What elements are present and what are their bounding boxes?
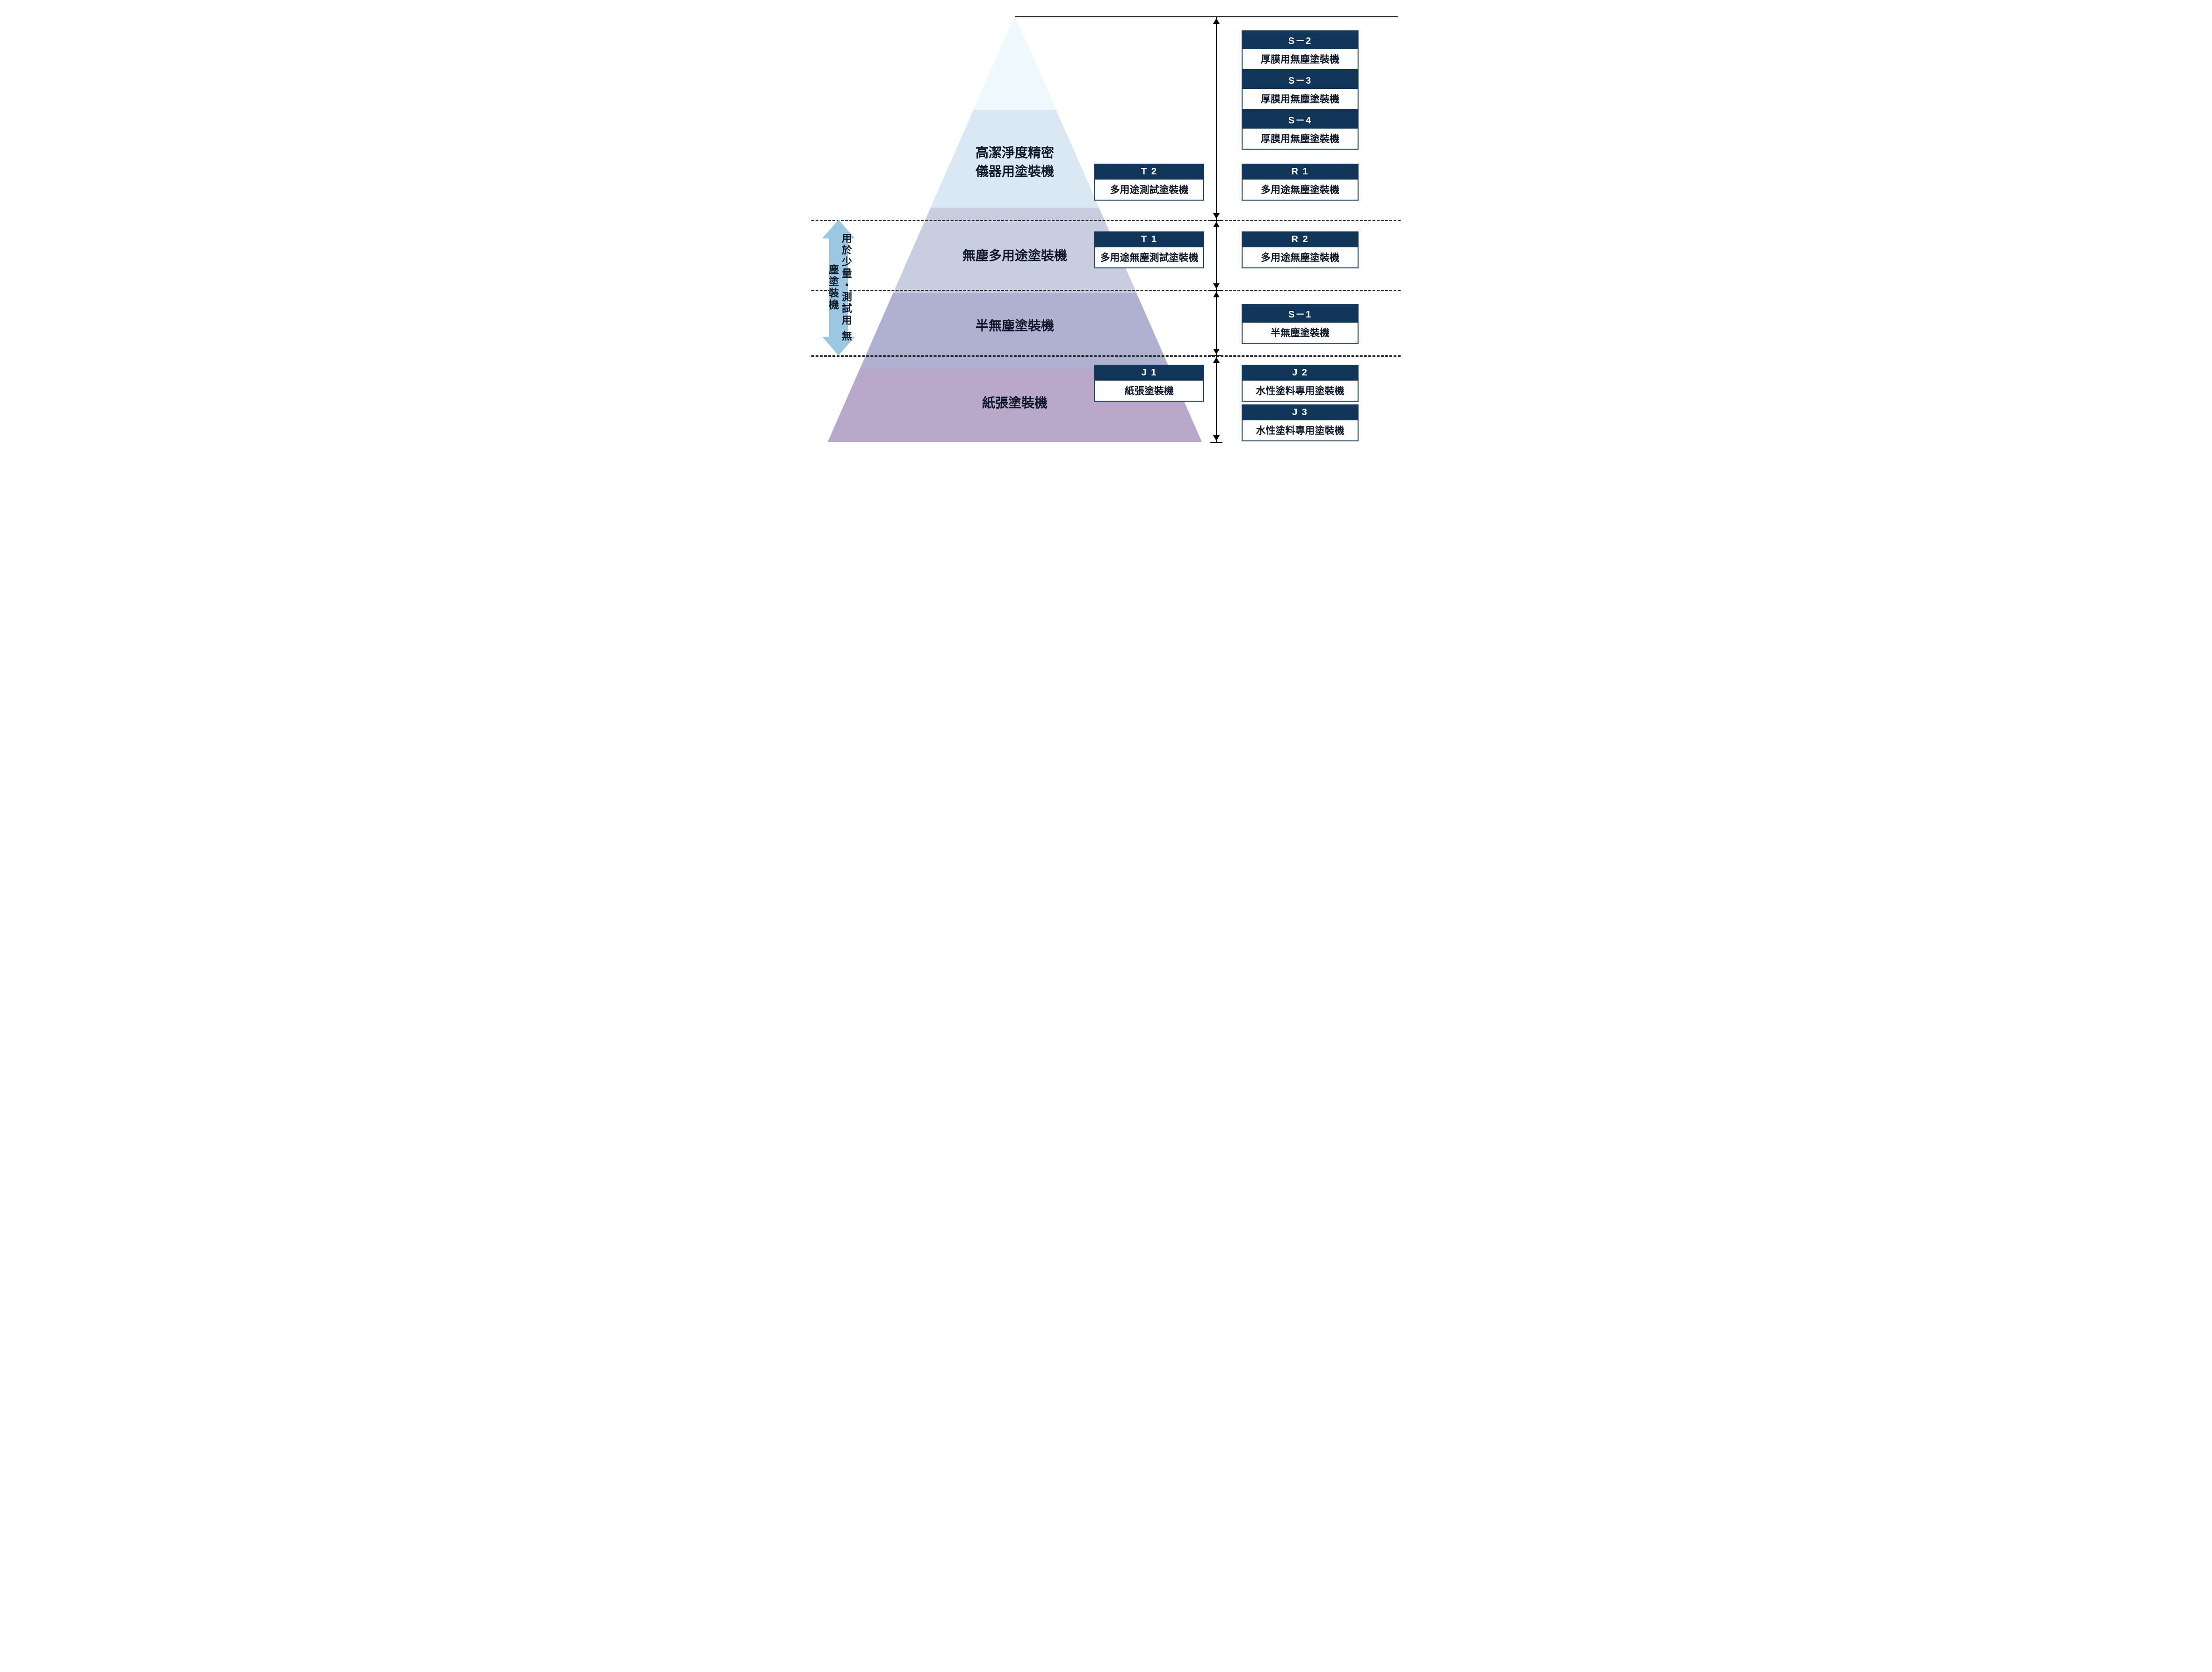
- card-s2-desc: 厚膜用無塵塗裝機: [1243, 49, 1358, 69]
- section-3-label-text: 半無塵塗裝機: [976, 318, 1054, 333]
- bracket-cap-3: [1210, 355, 1222, 356]
- card-s4: S－4 厚膜用無塵塗裝機: [1242, 110, 1359, 150]
- card-t2-desc: 多用途測試塗裝機: [1095, 180, 1203, 200]
- card-r1-code: R 1: [1243, 165, 1358, 180]
- bracket-arrow-icon: [1213, 283, 1220, 289]
- card-s3: S－3 厚膜用無塵塗裝機: [1242, 70, 1359, 110]
- card-j1: J 1 紙張塗裝機: [1094, 365, 1204, 402]
- card-r1: R 1 多用途無塵塗裝機: [1242, 164, 1359, 201]
- card-s4-code: S－4: [1243, 111, 1358, 129]
- bracket-arrow-icon: [1213, 213, 1220, 219]
- card-j2: J 2 水性塗料專用塗裝機: [1242, 365, 1359, 402]
- bracket-cap-1: [1210, 220, 1222, 221]
- card-j3: J 3 水性塗料專用塗裝機: [1242, 404, 1359, 441]
- card-s1: S－1 半無塵塗裝機: [1242, 304, 1359, 344]
- card-s3-code: S－3: [1243, 71, 1358, 89]
- card-j3-code: J 3: [1243, 405, 1358, 420]
- separator-1: [811, 220, 1401, 221]
- card-t2-code: T 2: [1095, 165, 1203, 180]
- bracket-cap-top: [1210, 16, 1222, 17]
- pyramid-layer-1a: [974, 16, 1056, 110]
- separator-2: [811, 290, 1401, 291]
- card-j2-desc: 水性塗料專用塗裝機: [1243, 381, 1358, 401]
- section-1-label: 高潔淨度精密 儀器用塗裝機: [976, 143, 1054, 180]
- bracket-cap-2: [1210, 290, 1222, 291]
- section-2-label-text: 無塵多用途塗裝機: [962, 248, 1067, 263]
- card-s2-code: S－2: [1243, 31, 1358, 49]
- card-r2-code: R 2: [1243, 232, 1358, 247]
- card-r1-desc: 多用途無塵塗裝機: [1243, 180, 1358, 200]
- section-3-label: 半無塵塗裝機: [976, 316, 1054, 334]
- card-s3-desc: 厚膜用無塵塗裝機: [1243, 89, 1358, 109]
- card-s2: S－2 厚膜用無塵塗裝機: [1242, 30, 1359, 70]
- card-j2-code: J 2: [1243, 366, 1358, 381]
- card-s4-desc: 厚膜用無塵塗裝機: [1243, 129, 1358, 149]
- card-t1-code: T 1: [1095, 232, 1203, 247]
- bracket-arrow-icon: [1213, 349, 1220, 354]
- card-s1-desc: 半無塵塗裝機: [1243, 323, 1358, 343]
- bracket-arrow-icon: [1213, 292, 1220, 297]
- section-1-label-line1: 高潔淨度精密: [976, 145, 1054, 160]
- section-4-label-text: 紙張塗裝機: [982, 396, 1048, 410]
- bracket-vertical: [1216, 16, 1217, 442]
- left-arrow-text-line1: 用於少量・測試用: [840, 233, 852, 326]
- top-rule: [1015, 16, 1398, 17]
- card-t2: T 2 多用途測試塗裝機: [1094, 164, 1204, 201]
- card-j1-desc: 紙張塗裝機: [1095, 381, 1203, 401]
- card-j3-desc: 水性塗料專用塗裝機: [1243, 420, 1358, 440]
- section-4-label: 紙張塗裝機: [982, 393, 1048, 411]
- bracket-arrow-icon: [1213, 18, 1220, 24]
- section-2-label: 無塵多用途塗裝機: [962, 245, 1067, 264]
- bracket-arrow-icon: [1213, 435, 1220, 441]
- diagram-stage: 高潔淨度精密 儀器用塗裝機 無塵多用途塗裝機 半無塵塗裝機 紙張塗裝機 用於少量…: [811, 5, 1401, 454]
- card-t1: T 1 多用途無塵測試塗裝機: [1094, 231, 1204, 268]
- separator-3: [811, 355, 1401, 357]
- card-r2: R 2 多用途無塵塗裝機: [1242, 231, 1359, 268]
- card-r2-desc: 多用途無塵塗裝機: [1243, 247, 1358, 267]
- card-s1-code: S－1: [1243, 305, 1358, 323]
- bracket-arrow-icon: [1213, 357, 1220, 363]
- card-t1-desc: 多用途無塵測試塗裝機: [1095, 247, 1203, 267]
- bracket-arrow-icon: [1213, 222, 1220, 227]
- card-j1-code: J 1: [1095, 366, 1203, 381]
- section-1-label-line2: 儀器用塗裝機: [976, 164, 1054, 179]
- bracket-cap-bottom: [1210, 442, 1222, 443]
- left-arrow-text: 用於少量・測試用 無塵塗裝機: [826, 229, 853, 346]
